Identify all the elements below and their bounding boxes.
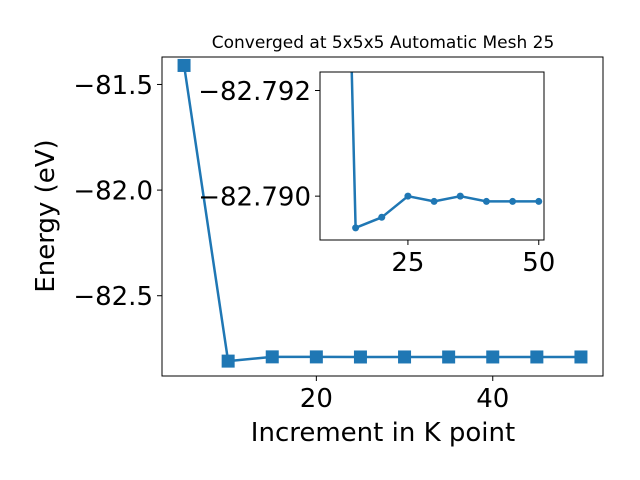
inset-plot: 25 50 −82.792 −82.790 bbox=[198, 71, 555, 278]
main-x-tick-label: 20 bbox=[300, 384, 333, 414]
main-data-point bbox=[530, 350, 544, 364]
main-data-point bbox=[265, 350, 279, 364]
main-plot: 20 40 −81.5 −82.0 −82.5 bbox=[73, 56, 604, 414]
main-data-point bbox=[398, 350, 412, 364]
main-data-point bbox=[309, 350, 323, 364]
inset-data-point bbox=[482, 197, 490, 205]
inset-series bbox=[350, 72, 543, 232]
inset-data-point bbox=[378, 213, 386, 221]
x-axis-label: Increment in K point bbox=[251, 418, 515, 448]
inset-data-point bbox=[352, 224, 360, 232]
inset-x-tick-label: 25 bbox=[391, 248, 424, 278]
inset-axes-frame bbox=[319, 71, 545, 241]
inset-series-group bbox=[350, 72, 543, 232]
main-y-tick-label: −82.0 bbox=[73, 176, 153, 206]
main-data-point bbox=[353, 350, 367, 364]
main-series bbox=[177, 58, 588, 368]
main-data-point bbox=[574, 350, 588, 364]
main-y-tick-label: −81.5 bbox=[73, 71, 153, 101]
inset-data-point bbox=[535, 197, 543, 205]
main-axes-frame bbox=[161, 56, 604, 377]
inset-data-point bbox=[509, 197, 517, 205]
inset-x-tick-label: 50 bbox=[522, 248, 555, 278]
main-data-point bbox=[177, 58, 191, 72]
main-y-tick-label: −82.5 bbox=[73, 282, 153, 312]
inset-y-tick-label: −82.792 bbox=[198, 77, 311, 107]
main-ticks: 20 40 −81.5 −82.0 −82.5 bbox=[73, 71, 509, 414]
main-series-line bbox=[182, 65, 581, 363]
inset-ticks: 25 50 −82.792 −82.790 bbox=[198, 77, 555, 278]
inset-background bbox=[320, 72, 544, 240]
y-axis-label: Energy (eV) bbox=[31, 139, 61, 292]
chart-title: Converged at 5x5x5 Automatic Mesh 25 bbox=[212, 33, 555, 53]
inset-data-point bbox=[430, 197, 438, 205]
inset-data-point bbox=[404, 192, 412, 200]
main-data-point bbox=[486, 350, 500, 364]
main-series-group bbox=[177, 58, 588, 368]
main-x-tick-label: 40 bbox=[476, 384, 509, 414]
main-data-point bbox=[442, 350, 456, 364]
inset-data-point bbox=[456, 192, 464, 200]
inset-y-tick-label: −82.790 bbox=[198, 183, 311, 213]
main-data-point bbox=[221, 354, 235, 368]
